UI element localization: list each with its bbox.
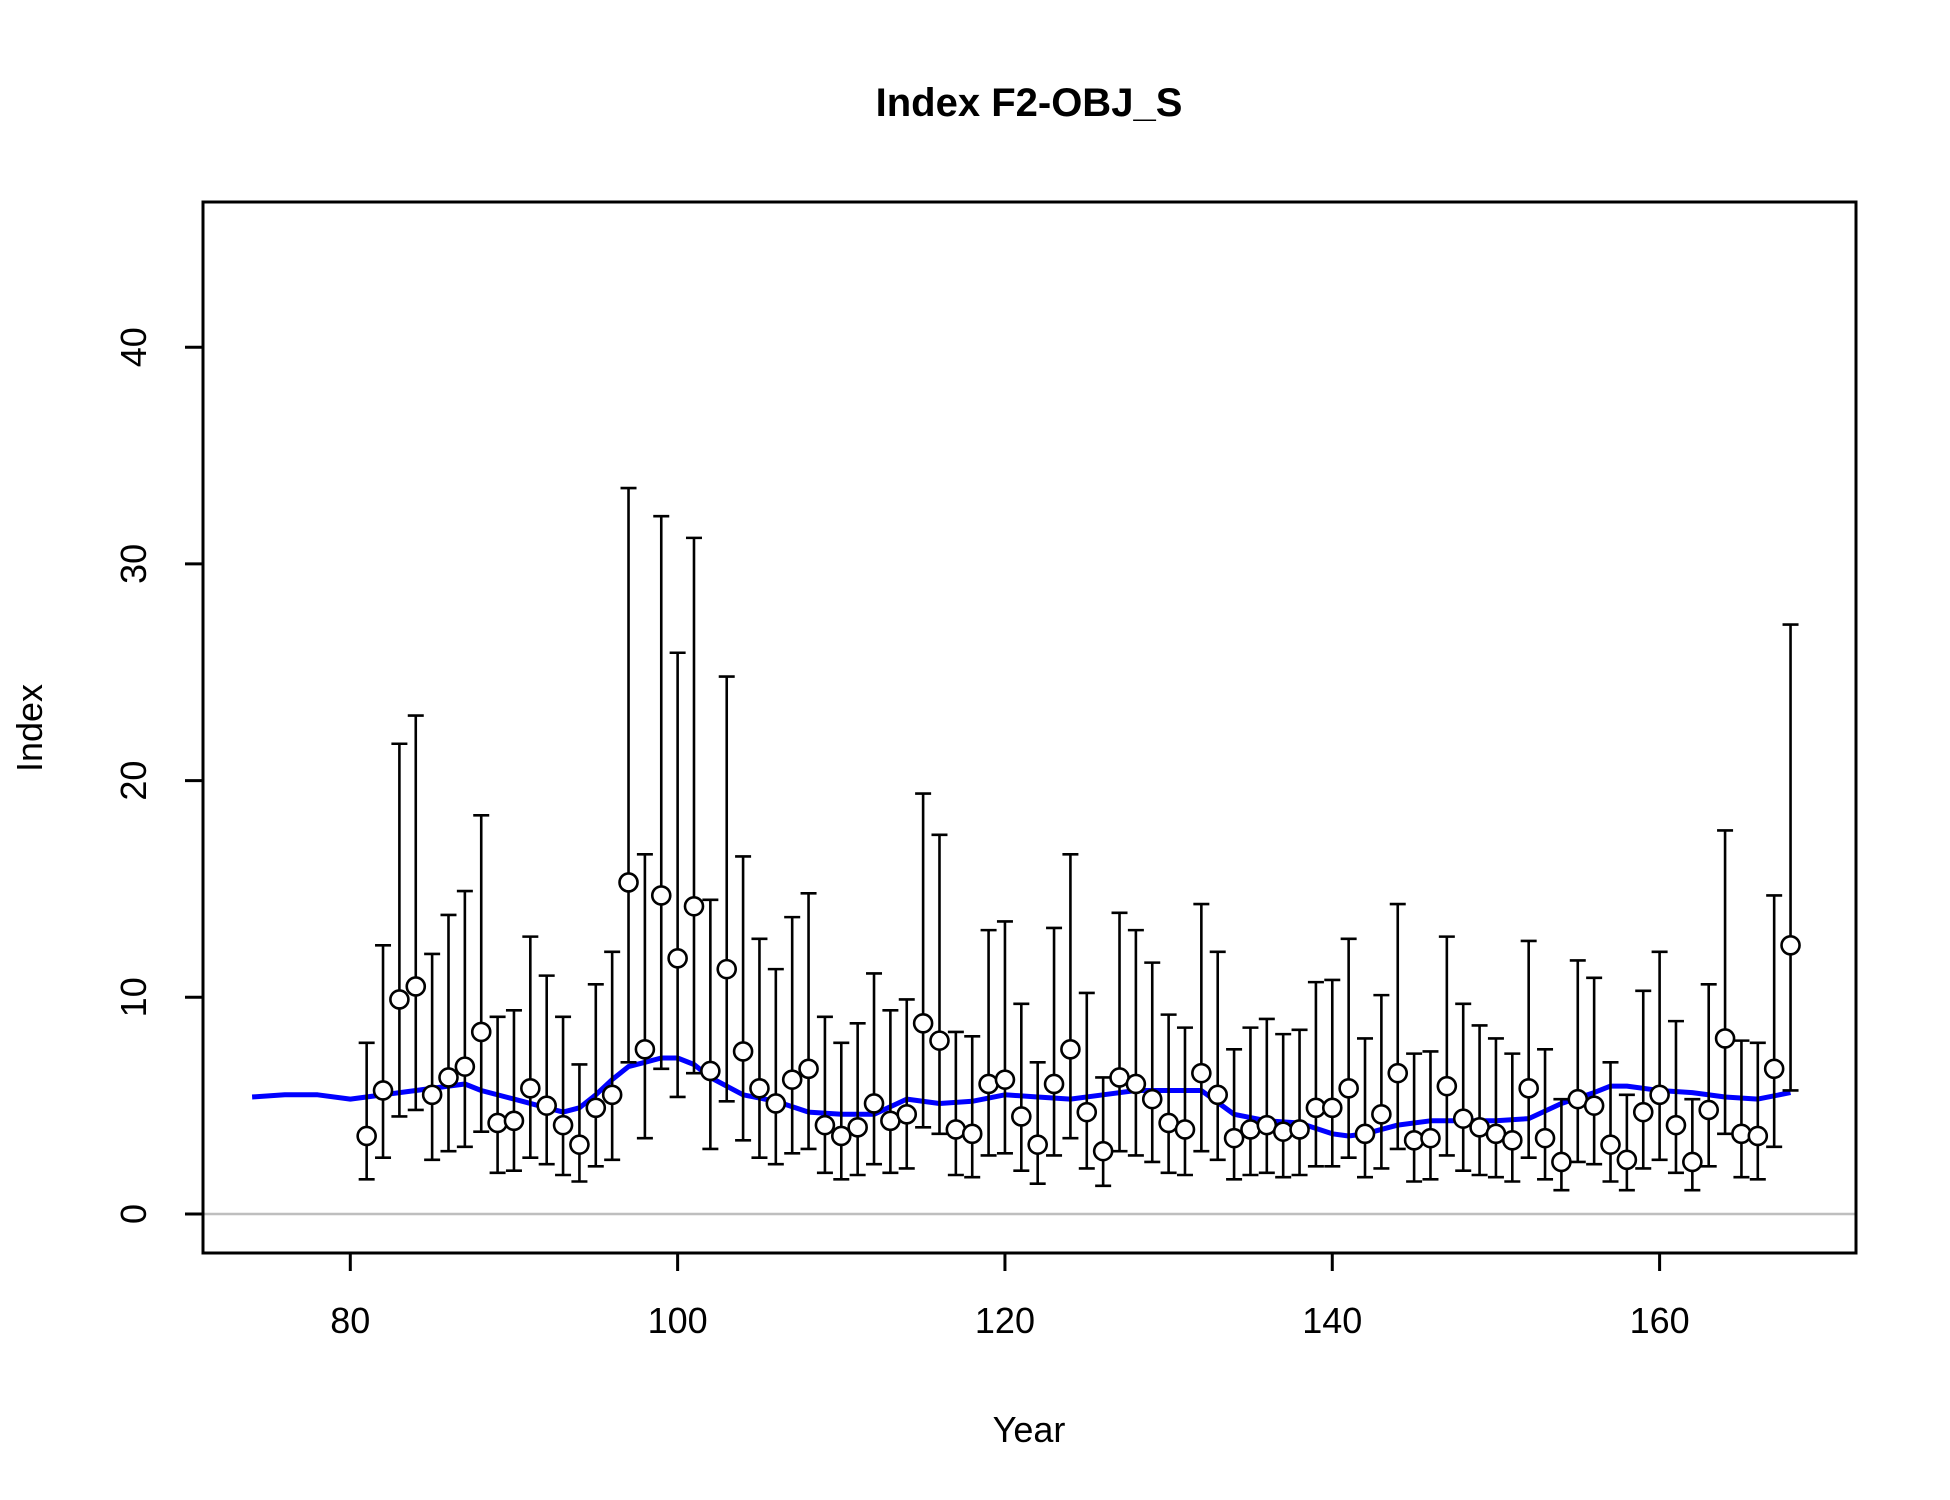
data-point (1714, 1028, 1736, 1049)
data-point (830, 1125, 852, 1147)
data-point (356, 1125, 377, 1147)
data-point (1011, 1106, 1032, 1127)
data-point (1027, 1134, 1048, 1155)
x-tick-label: 160 (1630, 1300, 1690, 1341)
data-point (896, 1104, 918, 1125)
data-point (667, 947, 688, 969)
x-axis-label: Year (993, 1409, 1066, 1450)
data-point-layer (356, 872, 1801, 1173)
data-point (1092, 1140, 1114, 1162)
data-point (520, 1078, 541, 1099)
data-point (601, 1084, 623, 1106)
data-point (1060, 1039, 1081, 1060)
data-point (1665, 1114, 1687, 1136)
data-point (1125, 1073, 1147, 1095)
data-point (1502, 1130, 1523, 1151)
data-point (1420, 1127, 1441, 1149)
data-point (1698, 1099, 1720, 1121)
data-point (1452, 1108, 1474, 1129)
data-point (1747, 1125, 1769, 1147)
data-point (912, 1012, 934, 1034)
x-tick-label: 80 (330, 1300, 370, 1341)
y-tick-label: 30 (113, 544, 154, 584)
data-point (470, 1021, 492, 1043)
data-point (1321, 1097, 1343, 1119)
data-point (1141, 1088, 1163, 1110)
data-point (863, 1093, 885, 1114)
axes-layer: 80 100 120 140 160 0 10 20 30 40 (113, 327, 1690, 1341)
chart-title: Index F2-OBJ_S (876, 81, 1183, 125)
data-point (847, 1117, 868, 1138)
data-point (961, 1123, 983, 1145)
data-point (716, 958, 738, 980)
data-point (1043, 1073, 1065, 1095)
data-point (454, 1056, 476, 1077)
data-point (929, 1030, 950, 1051)
data-point (1436, 1075, 1458, 1097)
data-point (1289, 1119, 1310, 1140)
data-point (1780, 934, 1801, 956)
data-point (569, 1134, 590, 1155)
data-point (421, 1084, 443, 1106)
data-point (749, 1078, 770, 1099)
data-point (372, 1080, 394, 1101)
data-point (765, 1093, 787, 1114)
data-point (650, 885, 672, 906)
data-point (1534, 1127, 1556, 1149)
data-point (1763, 1058, 1785, 1080)
data-point (503, 1110, 525, 1132)
data-point (1649, 1084, 1670, 1106)
data-point (994, 1069, 1016, 1090)
y-tick-label: 40 (113, 327, 154, 367)
x-tick-label: 120 (975, 1300, 1035, 1341)
data-point (1207, 1084, 1229, 1106)
data-point (1174, 1119, 1196, 1140)
data-point (1616, 1149, 1638, 1171)
data-point (405, 976, 427, 997)
data-point (585, 1097, 607, 1119)
data-point (1682, 1151, 1703, 1173)
data-point (700, 1060, 721, 1082)
data-point (683, 895, 705, 917)
data-point (1583, 1095, 1605, 1116)
data-point (1371, 1104, 1392, 1125)
data-point (798, 1058, 819, 1080)
data-point (438, 1067, 459, 1088)
data-point (536, 1095, 557, 1116)
data-point (1632, 1101, 1654, 1123)
y-axis-label: Index (9, 684, 50, 772)
y-tick-label: 10 (113, 977, 154, 1017)
data-point (618, 872, 639, 893)
y-tick-label: 20 (113, 761, 154, 801)
x-tick-label: 100 (648, 1300, 708, 1341)
data-point (1191, 1062, 1212, 1084)
data-point (1338, 1078, 1359, 1099)
data-point (781, 1069, 803, 1090)
data-point (1518, 1078, 1539, 1099)
data-point (634, 1039, 656, 1060)
data-point (1354, 1123, 1376, 1145)
y-tick-label: 0 (113, 1204, 154, 1224)
data-point (1387, 1062, 1409, 1084)
error-bar-layer (358, 486, 1799, 1192)
data-point (389, 989, 410, 1010)
data-point (814, 1114, 836, 1136)
data-point (1076, 1101, 1098, 1123)
data-point (1600, 1134, 1621, 1155)
data-point (732, 1041, 754, 1062)
data-point (1223, 1127, 1245, 1149)
plot-frame (201, 200, 1858, 1255)
data-point (1551, 1151, 1572, 1173)
data-point (552, 1114, 574, 1136)
x-tick-label: 140 (1302, 1300, 1362, 1341)
